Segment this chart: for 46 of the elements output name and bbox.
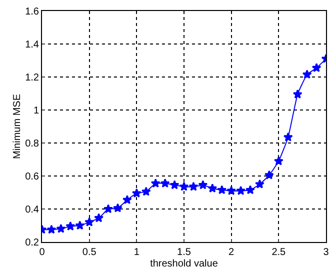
point: [66, 221, 76, 230]
y-tick-label: 1.4: [25, 40, 40, 50]
y-tick-label: 0.4: [25, 204, 40, 216]
point: [226, 186, 236, 195]
point: [254, 179, 264, 188]
y-tick-label: 1: [33, 106, 40, 116]
point: [46, 224, 56, 234]
y-tick-label: 0.6: [25, 172, 40, 182]
point: [170, 180, 180, 190]
point: [198, 180, 208, 190]
point: [84, 217, 94, 226]
point: [75, 220, 85, 230]
x-tick-label: 1: [134, 247, 140, 258]
point: [188, 182, 198, 191]
point: [217, 185, 227, 194]
x-tick-label: 0: [39, 247, 46, 258]
point: [208, 183, 218, 193]
point: [122, 194, 132, 204]
point: [283, 132, 293, 142]
x-tick-label: 0.5: [82, 247, 97, 258]
point: [141, 186, 151, 196]
point: [246, 185, 256, 194]
x-tick-label: 3: [323, 247, 330, 258]
point: [302, 70, 312, 79]
y-tick-label: 0.2: [25, 238, 40, 248]
point: [150, 178, 160, 188]
point: [104, 204, 114, 214]
point: [274, 156, 284, 166]
point: [236, 186, 246, 195]
y-tick-label: 1.6: [25, 6, 40, 18]
y-tick-label: 0.8: [25, 138, 40, 150]
point: [160, 178, 170, 188]
point: [292, 89, 302, 98]
x-tick-label: 1.5: [177, 247, 192, 258]
y-axis-title: Minimum MSE: [12, 94, 24, 160]
point: [112, 203, 122, 212]
point: [56, 224, 66, 233]
point: [94, 213, 104, 222]
x-tick-label: 2: [228, 247, 235, 258]
x-axis-title: threshold value: [150, 258, 218, 270]
point: [132, 188, 142, 198]
point: [264, 170, 274, 180]
point: [312, 62, 322, 72]
x-tick-label: 2.5: [272, 247, 286, 258]
point: [179, 182, 189, 191]
y-tick-label: 1.2: [25, 72, 40, 84]
